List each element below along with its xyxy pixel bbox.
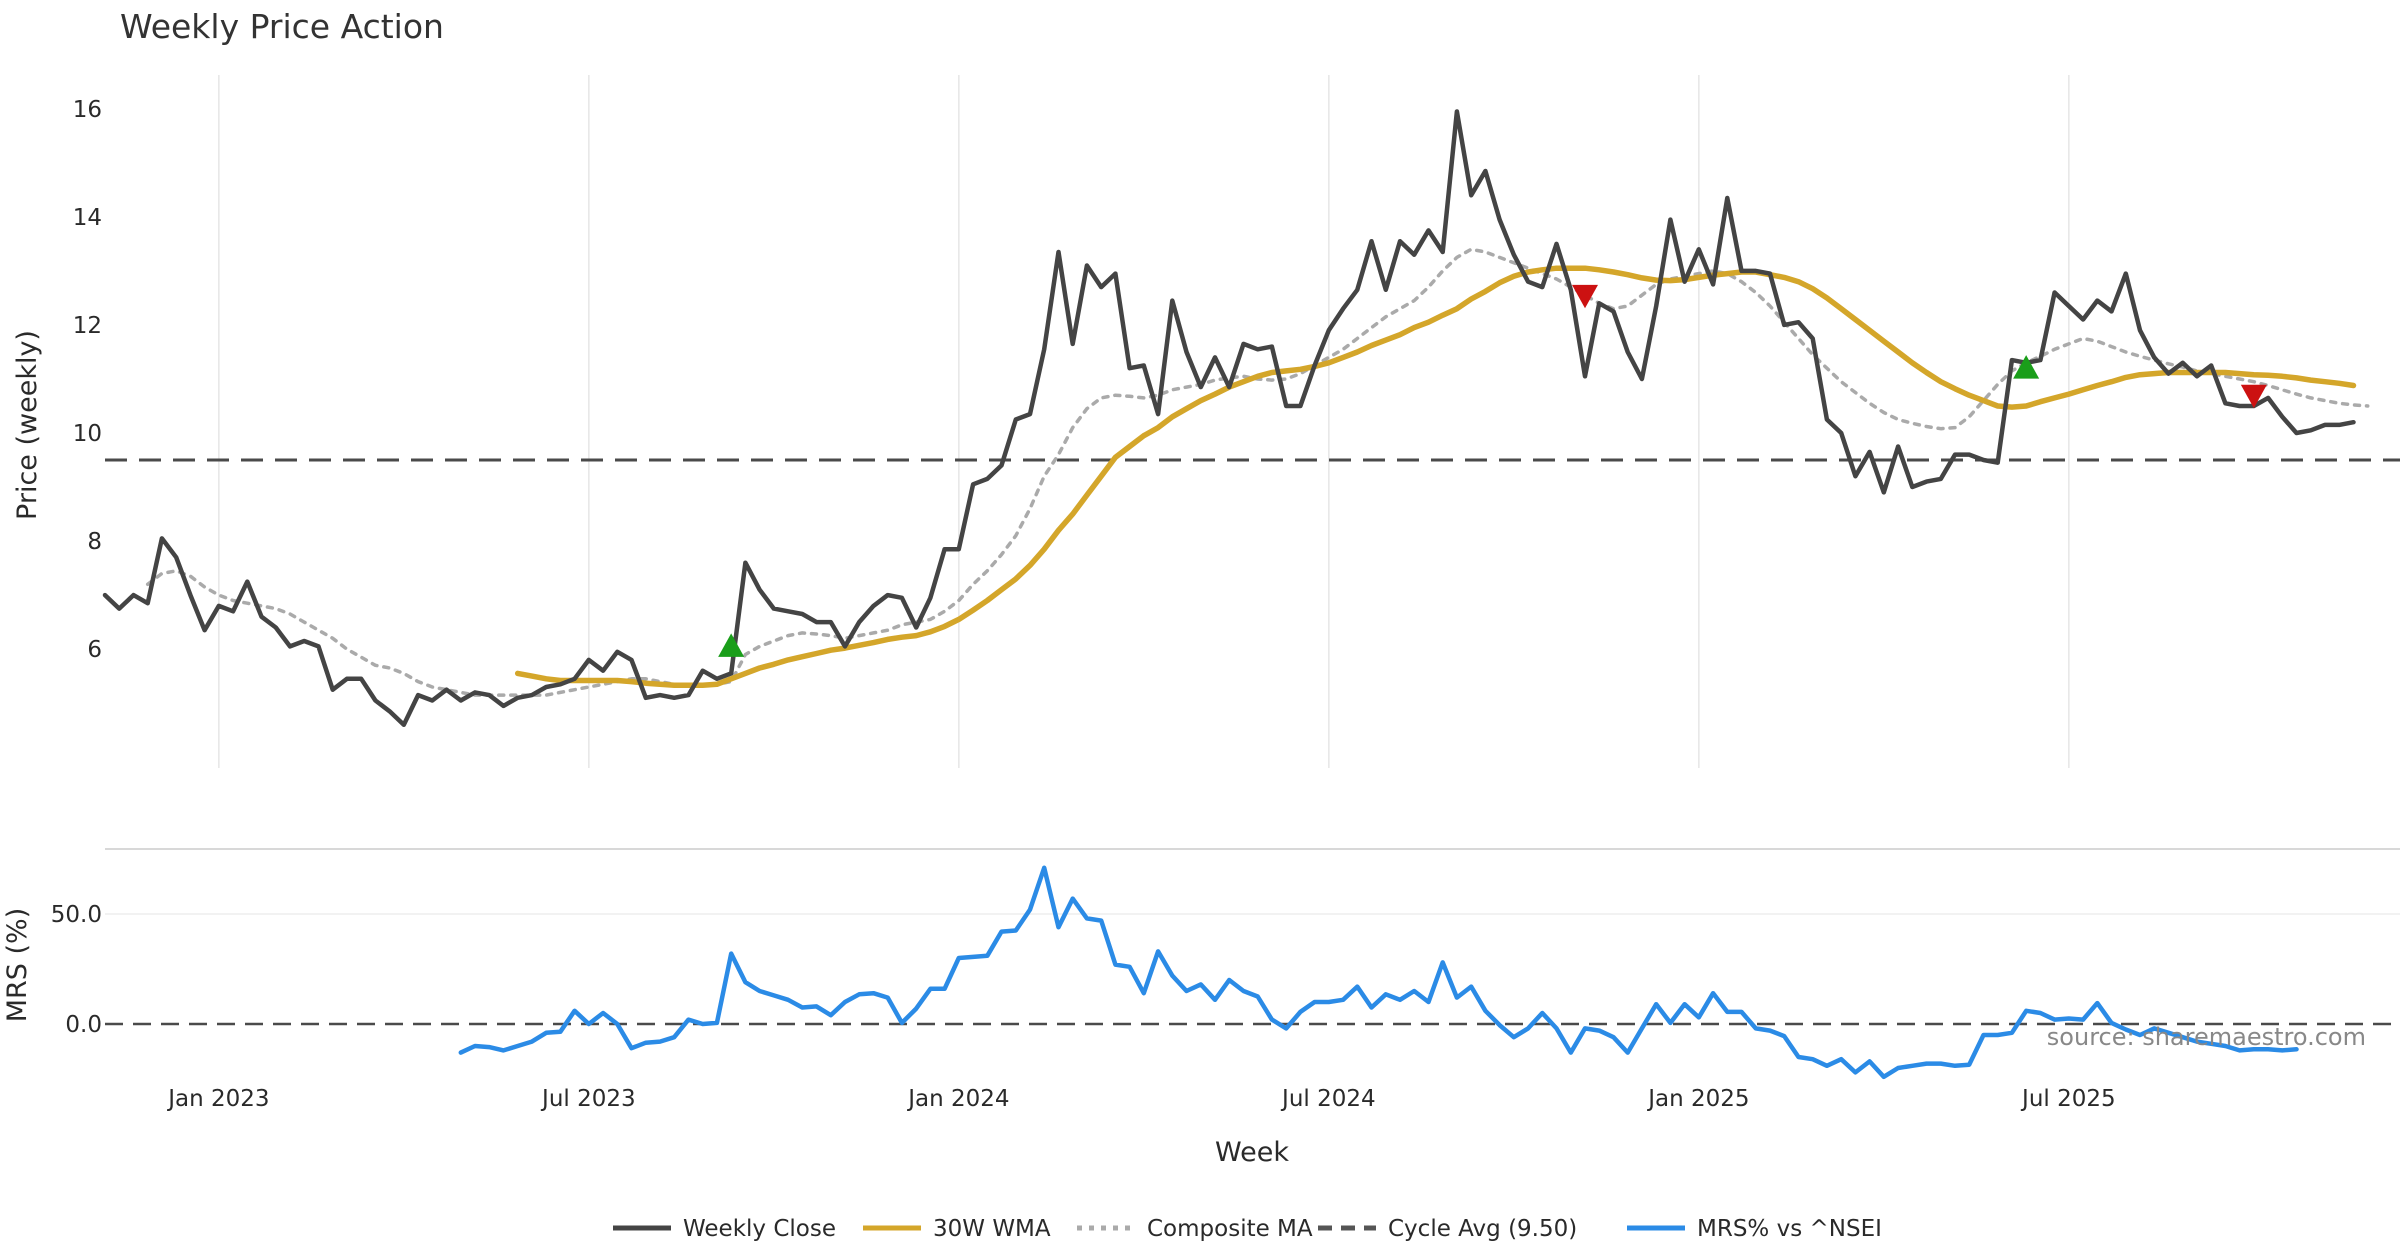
legend: Weekly Close 30W WMA Composite MA Cycle Avg… xyxy=(613,1216,1882,1242)
x-tick-label: Jan 2023 xyxy=(166,1086,269,1112)
price-series xyxy=(102,109,2370,728)
price-y-tick-label: 6 xyxy=(87,637,102,663)
price-y-ticks: 6 8 10 12 14 16 xyxy=(73,97,102,663)
price-y-axis-label: Price (weekly) xyxy=(12,330,43,520)
mrs-series xyxy=(458,865,2299,1080)
price-y-tick-label: 14 xyxy=(73,205,102,231)
mrs-y-tick-label: 0.0 xyxy=(65,1012,102,1038)
mrs-y-axis-label: MRS (%) xyxy=(2,908,33,1023)
legend-label: MRS% vs ^NSEI xyxy=(1697,1216,1882,1242)
x-tick-label: Jul 2025 xyxy=(2020,1086,2116,1112)
weekly-close-line xyxy=(102,109,2356,728)
x-tick-label: Jul 2023 xyxy=(540,1086,636,1112)
mrs-y-ticks: 0.0 50.0 xyxy=(51,902,102,1038)
x-tick-label: Jan 2024 xyxy=(906,1086,1009,1112)
sell-signal-marker xyxy=(1572,284,1598,309)
x-tick-label: Jul 2024 xyxy=(1280,1086,1376,1112)
mrs-line xyxy=(458,865,2299,1080)
x-axis-label: Week xyxy=(1215,1137,1289,1168)
legend-label: Composite MA xyxy=(1147,1216,1313,1242)
source-note: source: sharemaestro.com xyxy=(2047,1023,2366,1051)
buy-signal-marker xyxy=(2013,355,2040,379)
x-ticks: Jan 2023 Jul 2023 Jan 2024 Jul 2024 Jan 2025… xyxy=(166,1086,2115,1112)
legend-label: Weekly Close xyxy=(683,1216,836,1242)
price-y-tick-label: 12 xyxy=(73,313,102,339)
signal-markers xyxy=(718,284,2267,657)
30w-wma-line xyxy=(514,265,2357,689)
cycle-avg-line xyxy=(105,458,2400,1026)
sell-signal-marker xyxy=(2240,384,2267,409)
price-y-tick-label: 16 xyxy=(73,97,102,123)
buy-signal-marker xyxy=(718,633,745,657)
legend-label: Cycle Avg (9.50) xyxy=(1388,1216,1577,1242)
legend-label: 30W WMA xyxy=(933,1216,1051,1242)
x-tick-label: Jan 2025 xyxy=(1646,1086,1749,1112)
mrs-y-tick-label: 50.0 xyxy=(51,902,102,928)
price-y-tick-label: 10 xyxy=(73,421,102,447)
composite-ma-line xyxy=(145,247,2370,697)
chart-title: Weekly Price Action xyxy=(120,7,444,46)
mrs-grid xyxy=(105,848,2400,915)
price-y-tick-label: 8 xyxy=(87,529,102,555)
price-grid xyxy=(218,75,2070,768)
